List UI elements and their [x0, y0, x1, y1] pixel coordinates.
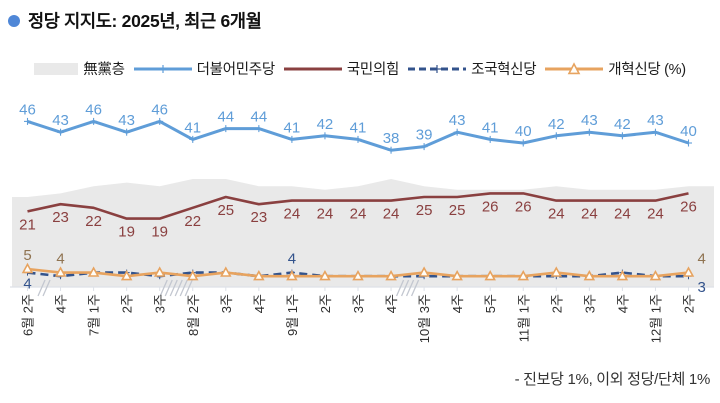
- legend-item-nonpartisan: 無黨층: [34, 58, 125, 79]
- svg-text:24: 24: [284, 206, 301, 223]
- legend-item-ppp: 국민의힘: [283, 58, 400, 79]
- svg-text:41: 41: [482, 119, 499, 136]
- legend-label-nonpartisan: 無黨층: [83, 62, 125, 78]
- svg-text:43: 43: [118, 112, 135, 129]
- svg-text:19: 19: [151, 224, 168, 241]
- svg-text:40: 40: [515, 123, 532, 140]
- svg-text:4: 4: [698, 251, 706, 268]
- svg-text:24: 24: [614, 206, 631, 223]
- svg-text:11월 1주: 11월 1주: [516, 294, 531, 342]
- svg-text:3주: 3주: [153, 294, 168, 313]
- svg-text:42: 42: [548, 116, 565, 133]
- svg-text:23: 23: [251, 209, 268, 226]
- title-bullet-icon: [8, 14, 20, 27]
- page-title: 정당 지지도: 2025년, 최근 6개월: [28, 11, 262, 31]
- svg-text:2주: 2주: [318, 294, 333, 313]
- svg-text:23: 23: [52, 209, 69, 226]
- svg-text:44: 44: [217, 109, 234, 126]
- svg-text:43: 43: [52, 112, 69, 129]
- chart-legend: 無黨층 더불어민주당 국민의힘 조국혁신당 개혁신당 (%): [0, 58, 720, 79]
- svg-text:25: 25: [449, 202, 466, 219]
- svg-text:9월 1주: 9월 1주: [285, 294, 300, 336]
- svg-text:5주: 5주: [483, 294, 498, 313]
- svg-text:5: 5: [23, 247, 31, 264]
- reform-triangle-line-icon: [545, 61, 604, 77]
- legend-label-ppp: 국민의힘: [346, 62, 400, 78]
- svg-text:10월 3주: 10월 3주: [417, 294, 432, 343]
- svg-text:21: 21: [19, 216, 36, 233]
- svg-text:25: 25: [217, 202, 234, 219]
- svg-text:12월 1주: 12월 1주: [648, 294, 663, 343]
- svg-text:46: 46: [19, 101, 36, 118]
- svg-text:4주: 4주: [252, 294, 267, 313]
- svg-text:46: 46: [151, 101, 168, 118]
- svg-text:22: 22: [85, 213, 102, 230]
- legend-item-reform: 개혁신당 (%): [545, 58, 686, 79]
- footnote: - 진보당 1%, 이외 정당/단체 1%: [514, 371, 711, 388]
- svg-text:26: 26: [482, 198, 499, 215]
- svg-text:19: 19: [118, 224, 135, 241]
- svg-text:4: 4: [288, 251, 296, 268]
- svg-text:4: 4: [56, 251, 64, 268]
- svg-text:25: 25: [416, 202, 433, 219]
- svg-text:43: 43: [581, 112, 598, 129]
- title-bar: 정당 지지도: 2025년, 최근 6개월: [8, 8, 262, 33]
- svg-text:2주: 2주: [682, 294, 697, 313]
- svg-text:4주: 4주: [450, 294, 465, 313]
- legend-label-minjoo: 더불어민주당: [196, 62, 276, 78]
- legend-item-rebuilding-korea: 조국혁신당: [408, 58, 537, 79]
- svg-text:7월 1주: 7월 1주: [87, 294, 102, 336]
- svg-text:2주: 2주: [549, 294, 564, 313]
- svg-text:24: 24: [548, 206, 565, 223]
- legend-label-rebuilding-korea: 조국혁신당: [471, 62, 537, 78]
- svg-text:44: 44: [251, 109, 268, 126]
- svg-text:3주: 3주: [582, 294, 597, 313]
- svg-text:2주: 2주: [120, 294, 135, 313]
- svg-text:4주: 4주: [384, 294, 399, 313]
- svg-text:22: 22: [184, 213, 201, 230]
- svg-text:26: 26: [515, 198, 532, 215]
- svg-text:43: 43: [647, 112, 664, 129]
- svg-text:4주: 4주: [54, 294, 69, 313]
- svg-text:24: 24: [581, 206, 598, 223]
- legend-item-minjoo: 더불어민주당: [133, 58, 276, 79]
- svg-text:24: 24: [350, 206, 367, 223]
- svg-text:26: 26: [680, 198, 697, 215]
- svg-text:4주: 4주: [615, 294, 630, 313]
- svg-text:8월 2주: 8월 2주: [186, 294, 201, 336]
- svg-text:41: 41: [184, 119, 201, 136]
- svg-text:24: 24: [383, 206, 400, 223]
- nonpartisan-swatch-icon: [34, 61, 79, 77]
- svg-text:38: 38: [383, 130, 400, 147]
- svg-text:6월 2주: 6월 2주: [21, 294, 36, 336]
- ppp-line-icon: [283, 61, 342, 77]
- svg-text:42: 42: [317, 116, 334, 133]
- svg-text:24: 24: [647, 206, 664, 223]
- svg-text:40: 40: [680, 123, 697, 140]
- rebuilding-korea-dash-icon: [408, 61, 467, 77]
- svg-text:3: 3: [698, 279, 706, 296]
- svg-text:24: 24: [317, 206, 334, 223]
- svg-text:43: 43: [449, 112, 466, 129]
- minjoo-line-icon: [133, 61, 192, 77]
- svg-text:4: 4: [23, 276, 31, 293]
- svg-text:3주: 3주: [351, 294, 366, 313]
- svg-text:46: 46: [85, 101, 102, 118]
- svg-text:41: 41: [284, 119, 301, 136]
- legend-label-reform: 개혁신당 (%): [608, 62, 686, 78]
- svg-text:39: 39: [416, 127, 433, 144]
- svg-text:42: 42: [614, 116, 631, 133]
- svg-text:3주: 3주: [219, 294, 234, 313]
- svg-text:41: 41: [350, 119, 367, 136]
